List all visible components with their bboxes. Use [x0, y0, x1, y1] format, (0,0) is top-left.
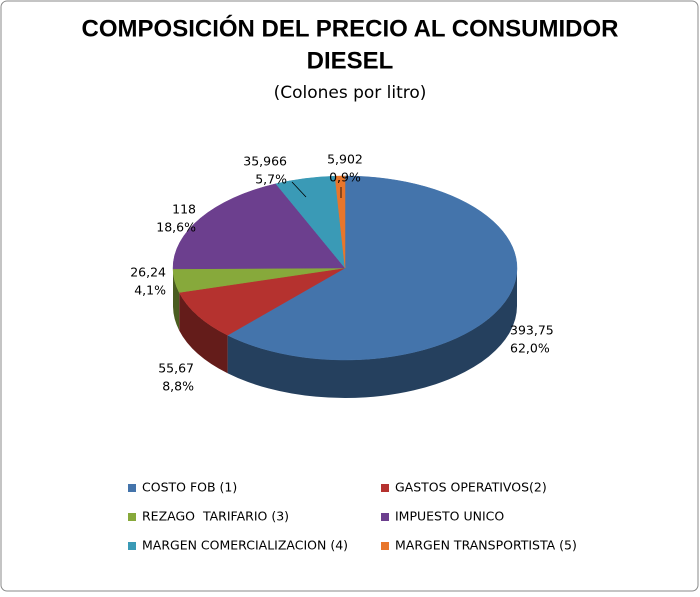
legend-label: MARGEN TRANSPORTISTA (5) [395, 538, 577, 553]
legend-label: REZAGO TARIFARIO (3) [142, 509, 289, 524]
legend-marker [381, 513, 389, 521]
percent-label: 4,1% [134, 283, 166, 298]
legend-marker [381, 542, 389, 550]
percent-label: 0,9% [329, 170, 361, 185]
legend-marker [128, 542, 136, 550]
legend-label: MARGEN COMERCIALIZACION (4) [142, 538, 348, 553]
legend-marker [128, 513, 136, 521]
legend-marker [381, 484, 389, 492]
legend-label: GASTOS OPERATIVOS(2) [395, 480, 547, 495]
chart-subtitle: (Colones por litro) [274, 83, 427, 103]
chart-title: COMPOSICIÓN DEL PRECIO AL CONSUMIDOR [82, 14, 619, 42]
legend-label: COSTO FOB (1) [142, 480, 237, 495]
percent-label: 18,6% [156, 220, 196, 235]
percent-label: 8,8% [162, 379, 194, 394]
value-label: 393,75 [510, 323, 554, 338]
value-label: 55,67 [158, 361, 194, 376]
percent-label: 5,7% [255, 172, 287, 187]
legend-label: IMPUESTO UNICO [395, 509, 504, 524]
value-label: 35,966 [243, 154, 287, 169]
value-label: 26,24 [130, 265, 166, 280]
chart-title: DIESEL [307, 47, 394, 74]
value-label: 5,902 [327, 152, 363, 167]
percent-label: 62,0% [510, 341, 550, 356]
value-label: 118 [172, 202, 196, 217]
legend-marker [128, 484, 136, 492]
